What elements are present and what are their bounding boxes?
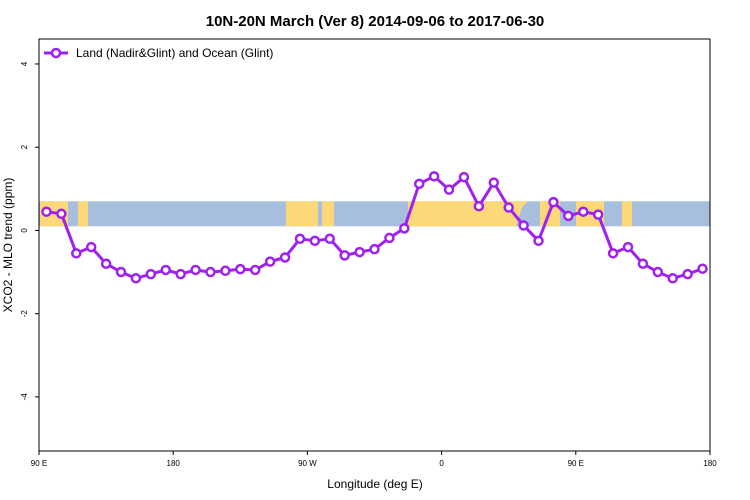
- y-axis-label: XCO2 - MLO trend (ppm): [1, 178, 15, 313]
- data-point: [697, 263, 708, 274]
- data-point: [279, 252, 291, 263]
- data-point: [399, 223, 410, 234]
- y-tick-label: 0: [20, 228, 29, 233]
- land-patch: [286, 201, 318, 227]
- series-line: [46, 174, 704, 280]
- data-point: [130, 273, 142, 284]
- data-point: [41, 206, 52, 217]
- data-point: [622, 241, 634, 253]
- data-point: [384, 232, 395, 244]
- chart-title: 10N-20N March (Ver 8) 2014-09-06 to 2017…: [206, 13, 545, 30]
- y-tick-label: 2: [20, 144, 29, 149]
- data-point: [100, 258, 112, 269]
- y-axis: 4 2 0 -2 -4: [20, 61, 39, 400]
- y-tick-label: 4: [20, 61, 29, 66]
- x-tick-label: 0: [439, 459, 444, 468]
- x-tick-label: 90 W: [298, 459, 317, 468]
- data-point: [249, 264, 261, 276]
- data-point: [220, 265, 231, 277]
- land-patch: [78, 201, 88, 227]
- plot-background: [39, 201, 710, 227]
- data-point: [85, 241, 97, 253]
- data-point: [607, 248, 619, 259]
- data-point: [563, 210, 574, 222]
- data-point: [548, 196, 559, 208]
- data-point: [160, 264, 171, 276]
- data-point: [682, 268, 693, 280]
- data-point: [56, 208, 67, 220]
- data-point: [354, 246, 365, 258]
- data-point: [235, 263, 246, 275]
- data-point: [488, 177, 500, 188]
- data-point: [413, 178, 425, 190]
- x-tick-label: 180: [167, 459, 181, 468]
- data-point: [264, 256, 276, 267]
- data-point: [578, 206, 589, 217]
- data-point: [592, 209, 604, 220]
- data-point: [458, 171, 470, 183]
- data-point: [309, 235, 321, 247]
- data-point: [145, 268, 157, 280]
- land-patch: [322, 201, 334, 227]
- data-point: [652, 266, 664, 278]
- x-tick-label: 90 E: [31, 459, 47, 468]
- x-axis-label: Longitude (deg E): [327, 477, 422, 491]
- data-point: [533, 235, 544, 247]
- land-africa: [408, 201, 528, 227]
- data-point: [294, 233, 306, 245]
- legend-label: Land (Nadir&Glint) and Ocean (Glint): [76, 46, 273, 60]
- data-point: [443, 184, 455, 195]
- data-point: [324, 233, 336, 245]
- data-point: [667, 273, 678, 284]
- x-tick-label: 180: [703, 459, 717, 468]
- data-point: [71, 248, 82, 259]
- data-point: [190, 264, 201, 276]
- data-point: [637, 258, 649, 269]
- data-point: [503, 202, 514, 213]
- data-point: [428, 171, 440, 182]
- data-point: [339, 250, 350, 261]
- x-tick-label: 90 E: [568, 459, 584, 468]
- legend: Land (Nadir&Glint) and Ocean (Glint): [44, 46, 273, 60]
- data-point: [175, 268, 186, 280]
- legend-marker-swatch: [50, 47, 62, 59]
- data-point: [115, 266, 127, 278]
- y-tick-label: -4: [20, 393, 29, 401]
- data-point: [518, 220, 529, 231]
- y-tick-label: -2: [20, 310, 29, 318]
- ocean-band: [39, 201, 710, 227]
- land-patch: [622, 201, 632, 227]
- plot-frame: [38, 38, 711, 452]
- x-axis: 90 E 180 90 W 0 90 E 180: [31, 451, 717, 468]
- data-point: [205, 266, 216, 278]
- data-point: [473, 201, 485, 212]
- series-layer: [41, 171, 708, 284]
- data-point: [369, 243, 380, 255]
